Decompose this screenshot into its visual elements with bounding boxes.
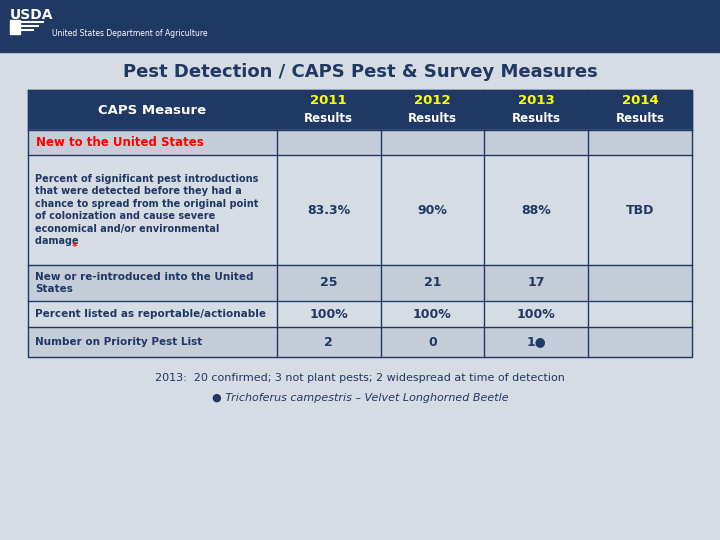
Bar	[0, 0, 720, 52]
Text: Number on Priority Pest List: Number on Priority Pest List	[35, 337, 202, 347]
Text: 0: 0	[428, 335, 437, 348]
Text: Results: Results	[305, 112, 354, 125]
Bar	[28, 155, 692, 265]
Text: Results: Results	[616, 112, 665, 125]
Text: 17: 17	[527, 276, 545, 289]
Text: United States Department of Agriculture: United States Department of Agriculture	[52, 29, 207, 37]
Text: 21: 21	[423, 276, 441, 289]
Text: Results: Results	[511, 112, 560, 125]
Text: 1●: 1●	[526, 335, 546, 348]
Text: Percent listed as reportable/actionable: Percent listed as reportable/actionable	[35, 309, 266, 319]
Text: 88%: 88%	[521, 204, 551, 217]
Text: Pest Detection / CAPS Pest & Survey Measures: Pest Detection / CAPS Pest & Survey Meas…	[122, 63, 598, 81]
Text: 25: 25	[320, 276, 338, 289]
Text: 100%: 100%	[413, 307, 451, 321]
Bar	[484, 90, 588, 130]
Bar	[28, 265, 692, 301]
Text: ● Trichoferus campestris – Velvet Longhorned Beetle: ● Trichoferus campestris – Velvet Longho…	[212, 393, 508, 403]
Text: 90%: 90%	[418, 204, 447, 217]
Text: 83.3%: 83.3%	[307, 204, 351, 217]
Text: Results: Results	[408, 112, 457, 125]
Text: 2013:  20 confirmed; 3 not plant pests; 2 widespread at time of detection: 2013: 20 confirmed; 3 not plant pests; 2…	[155, 373, 565, 383]
Text: 2011: 2011	[310, 94, 347, 107]
Bar	[28, 301, 692, 327]
Bar	[28, 90, 277, 130]
Bar	[588, 90, 692, 130]
Text: *: *	[72, 242, 78, 252]
Text: USDA: USDA	[10, 8, 53, 22]
Text: CAPS Measure: CAPS Measure	[99, 104, 207, 117]
Text: New or re-introduced into the United
States: New or re-introduced into the United Sta…	[35, 272, 253, 294]
Bar	[381, 90, 484, 130]
Text: 2012: 2012	[414, 94, 451, 107]
Text: 2: 2	[325, 335, 333, 348]
Text: 2013: 2013	[518, 94, 554, 107]
Bar	[10, 20, 20, 34]
Text: Percent of significant pest introductions
that were detected before they had a
c: Percent of significant pest introduction…	[35, 174, 258, 246]
Bar	[28, 327, 692, 357]
Text: 100%: 100%	[516, 307, 555, 321]
Bar	[28, 130, 692, 155]
Text: TBD: TBD	[626, 204, 654, 217]
Text: New to the United States: New to the United States	[36, 136, 204, 149]
Text: 2014: 2014	[621, 94, 658, 107]
Bar	[277, 90, 381, 130]
Text: 100%: 100%	[310, 307, 348, 321]
